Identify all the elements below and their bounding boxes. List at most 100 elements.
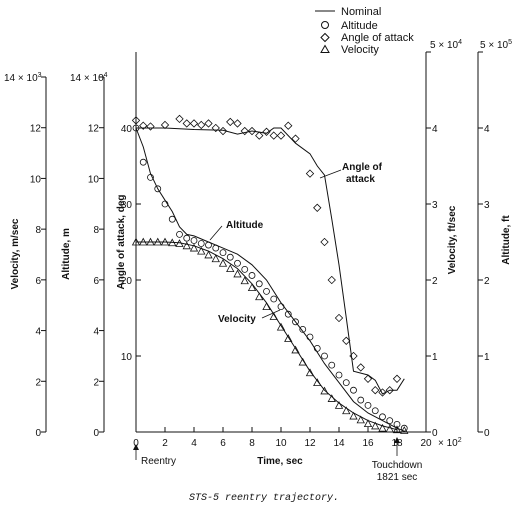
axis-altitude-si-label: Altitude, m bbox=[61, 228, 72, 280]
flight-point-angle-of-attack bbox=[255, 131, 264, 140]
flight-point-velocity bbox=[400, 426, 409, 434]
flight-point-velocity bbox=[146, 237, 155, 246]
annotation-velocity-leader bbox=[261, 309, 281, 319]
axis-velocity-si-ticks: 0 2 4 6 8 10 12 bbox=[30, 76, 46, 439]
vel-ft-tick-label: 0 bbox=[432, 428, 438, 439]
x-tick-label: 4 bbox=[191, 438, 197, 449]
flight-point-velocity bbox=[342, 406, 351, 415]
flight-point-velocity bbox=[298, 357, 307, 366]
annotation-touchdown-line2: 1821 sec bbox=[377, 472, 418, 483]
flight-point-altitude bbox=[350, 386, 357, 394]
axis-altitude-ft-multiplier: 5 × 105 bbox=[480, 39, 512, 51]
alt-si-tick-label: 0 bbox=[93, 428, 99, 439]
flight-point-altitude bbox=[393, 420, 401, 428]
flight-point-angle-of-attack bbox=[197, 120, 206, 130]
flight-point-velocity bbox=[269, 312, 278, 320]
axis-altitude-ft-label: Altitude, ft bbox=[501, 215, 512, 265]
flight-point-altitude bbox=[335, 371, 343, 379]
axis-altitude-si-multiplier: 14 × 104 bbox=[70, 72, 108, 84]
legend-entry-nominal: Nominal bbox=[341, 6, 381, 18]
flight-point-altitude bbox=[299, 325, 307, 333]
vel-si-tick-label: 2 bbox=[35, 377, 41, 388]
flight-point-angle-of-attack bbox=[327, 275, 336, 285]
flight-point-altitude bbox=[241, 265, 249, 273]
flight-point-angle-of-attack bbox=[204, 119, 213, 128]
series-layer bbox=[131, 114, 409, 434]
axis-altitude-si-ticks: 0 2 4 6 8 10 12 bbox=[88, 76, 104, 439]
alt-ft-tick-label: 1 bbox=[484, 352, 490, 363]
flight-point-velocity bbox=[182, 241, 191, 250]
nominal-line-velocity bbox=[136, 241, 398, 431]
vel-si-tick-label: 6 bbox=[35, 276, 41, 287]
flight-point-velocity bbox=[392, 425, 402, 434]
flight-point-altitude bbox=[176, 230, 183, 238]
annotation-reentry: Reentry bbox=[141, 456, 176, 467]
axis-velocity-si-multiplier: 14 × 103 bbox=[4, 72, 42, 84]
flight-point-angle-of-attack bbox=[182, 119, 191, 128]
nominal-line-angle-of-attack bbox=[136, 127, 405, 395]
alt-si-tick-label: 6 bbox=[93, 276, 99, 287]
flight-point-velocity bbox=[226, 264, 235, 272]
flight-point-angle-of-attack bbox=[131, 116, 141, 125]
flight-point-altitude bbox=[219, 249, 227, 257]
flight-point-altitude bbox=[270, 295, 278, 303]
flight-point-velocity bbox=[349, 411, 358, 420]
flight-point-angle-of-attack bbox=[240, 126, 249, 136]
legend-entry-altitude: Altitude bbox=[341, 20, 378, 32]
flight-point-angle-of-attack bbox=[378, 388, 387, 397]
figure-caption: STS-5 reentry trajectory. bbox=[189, 492, 339, 504]
flight-point-angle-of-attack bbox=[139, 121, 148, 130]
annotation-aoa-leader bbox=[319, 169, 342, 179]
legend-diamond-marker bbox=[320, 32, 330, 43]
x-tick-label: 6 bbox=[220, 438, 226, 449]
flight-point-angle-of-attack bbox=[211, 123, 220, 133]
flight-point-altitude bbox=[154, 185, 162, 193]
flight-point-altitude bbox=[306, 333, 314, 341]
flight-point-altitude bbox=[386, 417, 394, 425]
flight-point-angle-of-attack bbox=[218, 126, 228, 136]
flight-point-altitude bbox=[168, 215, 176, 223]
vel-ft-tick-label: 1 bbox=[432, 352, 438, 363]
flight-point-altitude bbox=[364, 401, 372, 409]
flight-point-altitude bbox=[183, 234, 191, 242]
flight-point-velocity bbox=[139, 237, 148, 246]
vel-si-tick-label: 8 bbox=[35, 225, 41, 236]
annotation-altitude-leader bbox=[209, 225, 223, 241]
aoa-tick-label: 10 bbox=[121, 352, 133, 363]
flight-point-altitude bbox=[205, 241, 212, 249]
x-tick-label: 12 bbox=[304, 438, 316, 449]
flight-point-angle-of-attack bbox=[175, 114, 184, 124]
flight-point-angle-of-attack bbox=[276, 131, 286, 140]
alt-si-tick-label: 4 bbox=[93, 327, 99, 338]
flight-point-velocity bbox=[276, 322, 286, 331]
touchdown-arrow-icon bbox=[394, 437, 400, 443]
axis-velocity-ft: 0 1 2 3 4 5 × 104 Velocity, ft/sec bbox=[425, 39, 462, 439]
flight-point-angle-of-attack bbox=[226, 117, 235, 127]
flight-point-velocity bbox=[291, 345, 300, 354]
annotation-aoa-line1: Angle of bbox=[342, 162, 383, 173]
aoa-tick-label: 30 bbox=[121, 200, 133, 211]
vel-si-tick-label: 0 bbox=[35, 428, 41, 439]
flight-point-velocity bbox=[153, 237, 162, 246]
axis-aoa-label: Angle of attack, deg bbox=[116, 194, 127, 289]
axis-velocity-ft-multiplier: 5 × 104 bbox=[430, 39, 462, 51]
x-tick-label: 16 bbox=[362, 438, 374, 449]
legend-triangle-marker bbox=[320, 44, 330, 53]
flight-point-angle-of-attack bbox=[371, 386, 380, 395]
axis-velocity-ft-ticks: 0 1 2 3 4 bbox=[426, 51, 438, 439]
flight-point-angle-of-attack bbox=[392, 374, 402, 383]
flight-point-altitude bbox=[328, 361, 336, 369]
aoa-tick-label: 40 bbox=[121, 124, 133, 135]
flight-point-angle-of-attack bbox=[385, 386, 394, 395]
flight-point-altitude bbox=[342, 379, 350, 387]
flight-point-velocity bbox=[247, 283, 257, 291]
aoa-tick-label: 20 bbox=[121, 276, 133, 287]
flight-point-altitude bbox=[139, 158, 147, 166]
annotation-altitude: Altitude bbox=[226, 220, 264, 231]
flight-point-angle-of-attack bbox=[334, 313, 344, 323]
flight-point-altitude bbox=[277, 303, 285, 311]
flight-point-velocity bbox=[211, 254, 220, 263]
flight-point-angle-of-attack bbox=[189, 119, 199, 128]
